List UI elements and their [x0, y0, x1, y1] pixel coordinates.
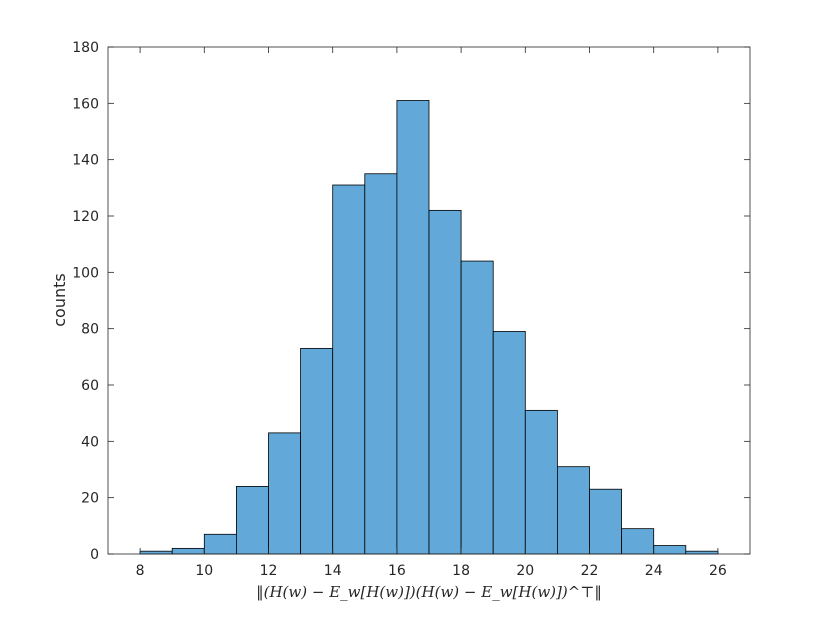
x-tick-label: 10: [195, 563, 213, 579]
y-tick-label: 40: [81, 434, 99, 450]
y-tick-label: 160: [72, 96, 99, 112]
histogram-bar: [685, 550, 719, 555]
histogram-bar: [621, 528, 655, 555]
y-tick-label: 100: [72, 265, 99, 281]
y-axis-label: counts: [50, 273, 69, 326]
histogram-bar: [460, 260, 494, 555]
x-tick-label: 26: [709, 563, 727, 579]
histogram-bar: [557, 466, 590, 555]
histogram-bar: [139, 550, 173, 555]
histogram-bar: [332, 184, 366, 555]
histogram-bar: [524, 409, 558, 555]
y-tick-label: 180: [72, 40, 99, 56]
y-tick-label: 140: [72, 153, 99, 169]
plot-frame: [107, 46, 751, 555]
y-tick-label: 120: [72, 209, 99, 225]
histogram-bar: [171, 547, 205, 555]
histogram-bar: [300, 347, 334, 555]
histogram-bar: [589, 488, 622, 555]
histogram-bar: [428, 209, 462, 555]
y-tick-label: 60: [81, 378, 99, 394]
histogram-bar: [203, 533, 237, 555]
histogram-bar: [268, 432, 301, 555]
x-tick-label: 16: [388, 563, 406, 579]
histogram-bar: [653, 545, 687, 555]
x-tick-label: 20: [516, 563, 534, 579]
histogram-bar: [492, 331, 526, 555]
x-tick-label: 22: [581, 563, 599, 579]
x-tick-label: 18: [452, 563, 470, 579]
x-tick-label: 12: [260, 563, 278, 579]
bars-group: [139, 100, 719, 555]
x-axis-label: ‖(H(w) − E_w[H(w)])(H(w) − E_w[H(w)])^⊤‖: [256, 583, 602, 601]
x-ticks-group: 8 10 12 14 16 18 20 22 24 26: [136, 47, 727, 579]
histogram-bar: [396, 100, 430, 555]
histogram-bar: [235, 485, 269, 555]
x-tick-label: 24: [645, 563, 663, 579]
x-tick-label: 14: [324, 563, 342, 579]
y-tick-label: 80: [81, 322, 99, 338]
y-tick-label: 0: [90, 547, 99, 563]
histogram-bar: [364, 173, 398, 555]
y-tick-label: 20: [81, 491, 99, 507]
x-tick-label: 8: [136, 563, 145, 579]
